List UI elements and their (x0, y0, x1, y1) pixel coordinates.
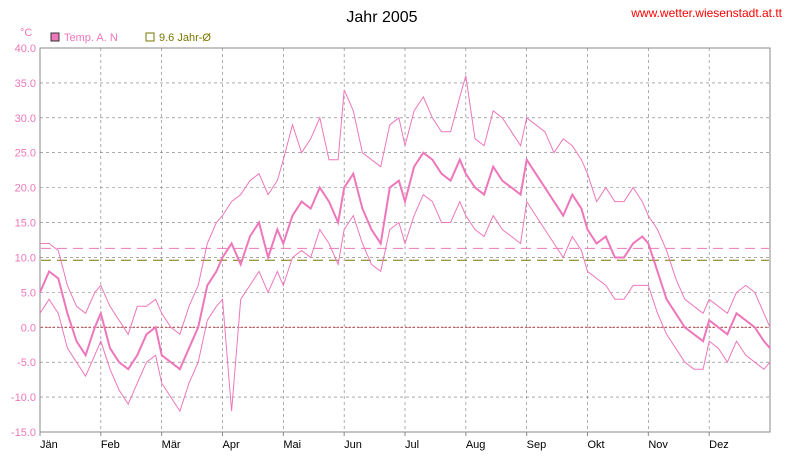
x-tick-label: Nov (648, 439, 668, 451)
legend-swatch-avg (145, 32, 155, 42)
x-tick-label: Jän (40, 439, 58, 451)
series-max-line (40, 75, 771, 336)
legend: Temp. A. N 9.6 Jahr-Ø (50, 32, 211, 44)
y-tick-label: 30.0 (15, 113, 36, 125)
x-tick-label: Aug (466, 439, 486, 451)
y-unit-label: °C (20, 27, 32, 39)
y-tick-label: 20.0 (15, 183, 36, 195)
x-tick-label: Okt (588, 439, 605, 451)
legend-label-avg: 9.6 Jahr-Ø (159, 32, 211, 44)
x-tick-label: Jul (405, 439, 419, 451)
x-tick-label: Feb (101, 439, 120, 451)
y-tick-label: 35.0 (15, 78, 36, 90)
y-tick-label: 25.0 (15, 148, 36, 160)
x-tick-label: Apr (223, 439, 240, 451)
y-tick-label: 5.0 (21, 287, 36, 299)
x-tick-label: Dez (709, 439, 729, 451)
y-tick-label: 40.0 (15, 43, 36, 55)
chart-title: Jahr 2005 (346, 9, 417, 26)
y-tick-label: 10.0 (15, 252, 36, 264)
x-tick-label: Mai (283, 439, 301, 451)
legend-swatch-temp (50, 32, 60, 42)
plot-area: 40.0 35.0 30.0 25.0 20.0 15.0 10.0 5.0 0.0 -5.0 -1… (11, 43, 771, 451)
y-tick-label: 15.0 (15, 218, 36, 230)
series-min-line (39, 193, 771, 413)
x-tick-label: Jun (344, 439, 362, 451)
x-tick-label: Sep (527, 439, 547, 451)
y-tick-label: 0.0 (21, 322, 36, 334)
x-tick-label: Mär (162, 439, 181, 451)
legend-label-temp: Temp. A. N (64, 32, 118, 44)
series-mean-line (39, 151, 771, 371)
y-tick-label: -5.0 (17, 357, 36, 369)
site-url-link[interactable]: www.wetter.wiesenstadt.at.tt (630, 6, 782, 20)
y-tick-label: -10.0 (11, 392, 36, 404)
y-tick-label: -15.0 (11, 427, 36, 439)
